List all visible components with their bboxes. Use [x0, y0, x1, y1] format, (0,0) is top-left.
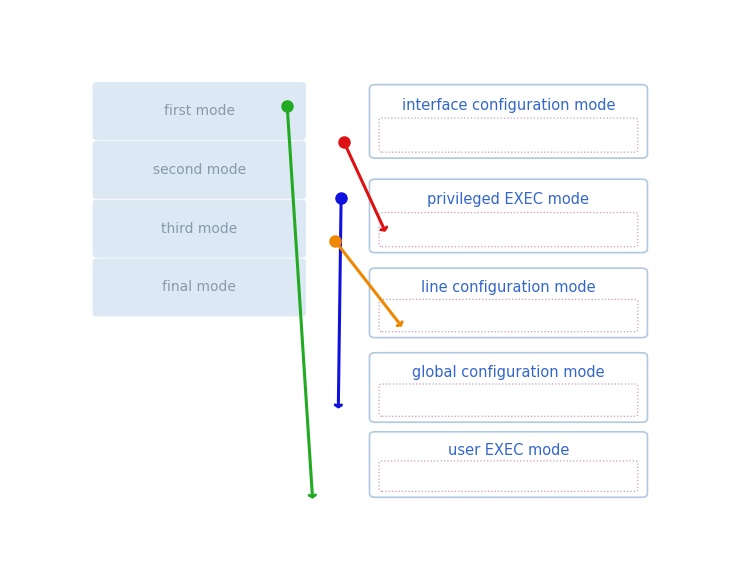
FancyBboxPatch shape	[93, 82, 306, 140]
FancyBboxPatch shape	[379, 461, 638, 492]
FancyBboxPatch shape	[93, 258, 306, 316]
FancyBboxPatch shape	[370, 85, 648, 158]
FancyBboxPatch shape	[370, 432, 648, 497]
Text: third mode: third mode	[161, 222, 237, 236]
Text: global configuration mode: global configuration mode	[412, 365, 605, 380]
Text: interface configuration mode: interface configuration mode	[402, 98, 615, 112]
FancyBboxPatch shape	[379, 118, 638, 152]
FancyBboxPatch shape	[379, 384, 638, 416]
Text: user EXEC mode: user EXEC mode	[448, 443, 569, 457]
FancyBboxPatch shape	[93, 141, 306, 199]
Text: second mode: second mode	[153, 163, 246, 177]
FancyBboxPatch shape	[379, 213, 638, 247]
FancyBboxPatch shape	[370, 353, 648, 422]
Text: line configuration mode: line configuration mode	[421, 280, 596, 295]
FancyBboxPatch shape	[370, 179, 648, 253]
FancyBboxPatch shape	[93, 200, 306, 258]
FancyBboxPatch shape	[379, 299, 638, 332]
FancyBboxPatch shape	[370, 268, 648, 338]
Text: first mode: first mode	[164, 104, 235, 118]
Text: final mode: final mode	[163, 280, 236, 295]
Text: privileged EXEC mode: privileged EXEC mode	[427, 192, 589, 207]
